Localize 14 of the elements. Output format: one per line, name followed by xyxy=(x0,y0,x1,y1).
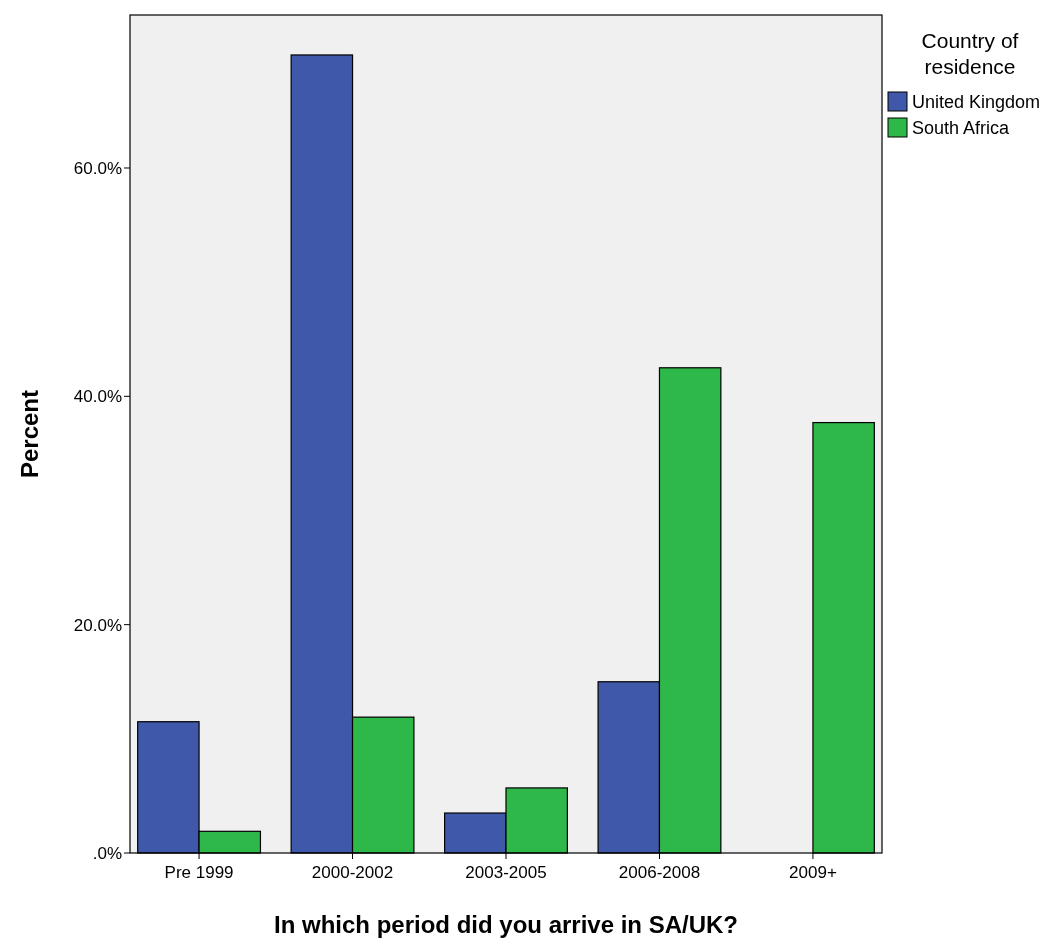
x-tick-label: 2003-2005 xyxy=(465,863,547,882)
y-tick-label: .0% xyxy=(92,843,122,863)
legend-label: United Kingdom xyxy=(912,92,1041,113)
legend-label: South Africa xyxy=(912,118,1011,139)
y-tick-label: 60.0% xyxy=(73,158,122,178)
y-tick-label: 40.0% xyxy=(73,387,122,407)
x-tick-label: 2006-2008 xyxy=(618,863,701,882)
x-axis-title: In which period did you arrive in SA/UK? xyxy=(273,911,739,938)
x-tick-label: Pre 1999 xyxy=(164,863,234,882)
legend-title: Country of residence xyxy=(921,29,1019,78)
y-tick-label: 20.0% xyxy=(73,615,122,635)
x-tick-label: 2000-2002 xyxy=(311,863,394,882)
x-tick-label: 2009+ xyxy=(789,863,837,882)
y-axis-title: Percent xyxy=(16,389,43,479)
